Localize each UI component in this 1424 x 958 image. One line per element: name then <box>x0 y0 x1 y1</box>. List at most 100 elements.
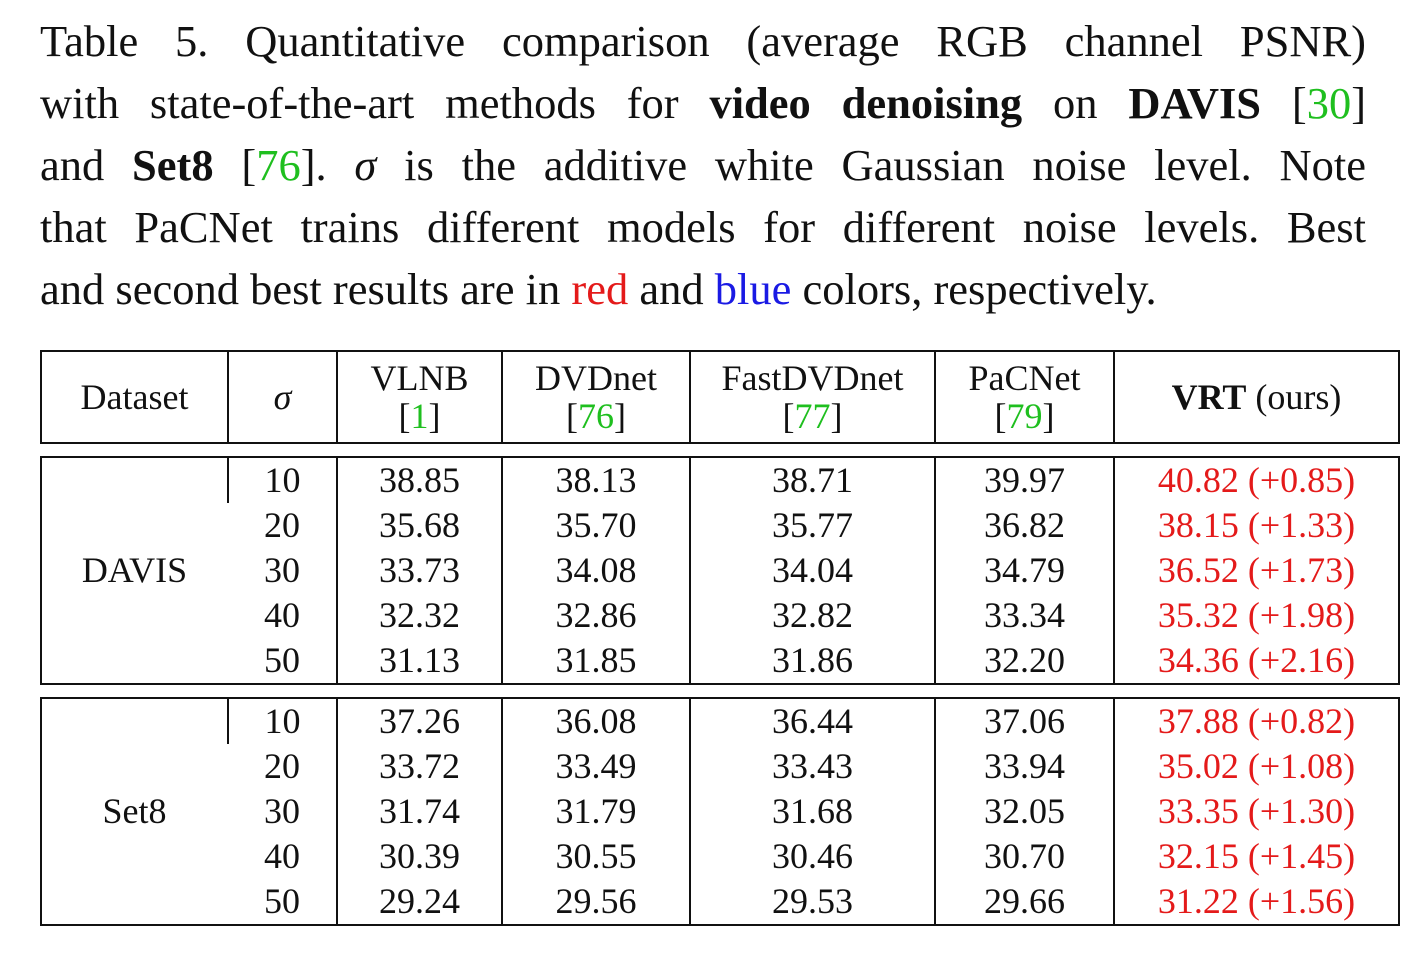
caption-text: [ <box>1261 78 1307 128</box>
sigma-symbol: σ <box>273 377 292 417</box>
sigma-cell: 10 <box>227 698 337 744</box>
header-sigma: σ <box>227 351 337 443</box>
psnr-cell-dvdnet: 31.85 <box>501 638 690 684</box>
bracket-open: [ <box>782 396 795 436</box>
psnr-cell-vrt: 35.02 (+1.08) <box>1113 744 1399 789</box>
caption-text: video denoising <box>709 78 1023 128</box>
psnr-cell-pacnet: 36.82 <box>934 503 1114 548</box>
method-name: FastDVDnet <box>721 358 904 398</box>
table-group-davis: DAVIS 10 38.85 38.13 38.71 39.97 40.82 (+0.85)… <box>40 456 1400 685</box>
citation-link[interactable]: 76 <box>578 396 614 436</box>
bracket-open: [ <box>566 396 578 436</box>
table-row: Set8 10 37.26 36.08 36.44 37.06 37.88 (+0.82) <box>41 698 1399 831</box>
caption-text: and <box>40 140 133 190</box>
dataset-label: DAVIS <box>81 550 188 590</box>
psnr-cell-dvdnet: 35.70 <box>501 503 690 548</box>
table-row: 30 33.73 34.08 34.04 34.79 36.52 (+1.73) <box>41 548 1399 593</box>
dataset-label: Set8 <box>102 791 167 831</box>
header-method-pacnet: PaCNet [79] <box>934 351 1114 443</box>
caption-text: with state-of-the-art methods for <box>40 78 710 128</box>
bracket-open: [ <box>398 396 411 436</box>
psnr-cell-vlnb: 33.73 <box>336 548 502 593</box>
table-row: DAVIS 10 38.85 38.13 38.71 39.97 40.82 (+0.85) <box>41 457 1399 590</box>
psnr-cell-pacnet: 33.94 <box>934 744 1114 789</box>
table-group-set8: Set8 10 37.26 36.08 36.44 37.06 37.88 (+0.82) 2… <box>40 697 1400 926</box>
psnr-cell-vlnb: 35.68 <box>336 503 502 548</box>
sigma-cell: 10 <box>227 457 337 503</box>
header-dataset: Dataset <box>80 377 189 417</box>
table-row: 30 31.74 31.79 31.68 32.05 33.35 (+1.30) <box>41 789 1399 834</box>
psnr-cell-dvdnet: 38.13 <box>501 457 690 503</box>
sigma-cell: 30 <box>264 791 300 831</box>
sigma-cell: 20 <box>264 746 300 786</box>
psnr-cell-vrt: 38.15 (+1.33) <box>1113 503 1399 548</box>
header-method-vrt: VRT (ours) <box>1113 351 1399 443</box>
psnr-cell-vrt: 36.52 (+1.73) <box>1113 548 1399 593</box>
ours-label: (ours) <box>1246 377 1342 417</box>
citation-link[interactable]: 77 <box>794 396 831 436</box>
header-method-vlnb: VLNB [1] <box>336 351 502 443</box>
psnr-cell-fastdvdnet: 38.71 <box>689 457 935 503</box>
bracket-close: ] <box>614 396 626 436</box>
psnr-cell-vlnb: 33.72 <box>336 744 502 789</box>
caption-text: and <box>628 264 715 314</box>
header-row: Dataset σ VLNB [1] DVDnet [76] FastDVDne… <box>41 351 1399 443</box>
caption-text: σ <box>354 140 377 190</box>
table-row: 40 30.39 30.55 30.46 30.70 32.15 (+1.45) <box>41 834 1399 879</box>
psnr-cell-pacnet: 29.66 <box>934 879 1114 925</box>
caption-text: Table 5. Quantitative comparison (averag… <box>40 16 1366 66</box>
psnr-cell-pacnet: 33.34 <box>934 593 1114 638</box>
psnr-cell-pacnet: 32.05 <box>934 789 1114 834</box>
psnr-cell-dvdnet: 31.79 <box>501 789 690 834</box>
caption-text: ]. <box>300 140 355 190</box>
caption-line: Table 5. Quantitative comparison (averag… <box>40 10 1366 72</box>
caption-line: that PaCNet trains different models for … <box>40 196 1366 258</box>
psnr-cell-dvdnet: 34.08 <box>501 548 690 593</box>
caption-text: [ <box>213 140 257 190</box>
psnr-cell-pacnet: 37.06 <box>934 698 1114 744</box>
caption-text: ] <box>1351 78 1367 128</box>
psnr-cell-vrt: 32.15 (+1.45) <box>1113 834 1399 879</box>
caption-text: that PaCNet trains different models for … <box>40 202 1366 252</box>
method-name: VLNB <box>370 358 469 398</box>
psnr-cell-vrt: 37.88 (+0.82) <box>1113 698 1399 744</box>
psnr-cell-pacnet: 32.20 <box>934 638 1114 684</box>
caption-text: and second best results are in <box>40 264 572 314</box>
method-name: PaCNet <box>968 358 1081 398</box>
sigma-cell: 40 <box>264 595 300 635</box>
caption-line: and Set8 [76]. σ is the additive white G… <box>40 134 1366 196</box>
sigma-cell: 50 <box>264 640 300 680</box>
table-row: 50 29.24 29.56 29.53 29.66 31.22 (+1.56) <box>41 879 1399 925</box>
psnr-cell-vrt: 35.32 (+1.98) <box>1113 593 1399 638</box>
psnr-cell-vlnb: 31.74 <box>336 789 502 834</box>
psnr-cell-pacnet: 30.70 <box>934 834 1114 879</box>
psnr-cell-fastdvdnet: 35.77 <box>689 503 935 548</box>
caption-text: blue <box>714 264 792 314</box>
method-name: DVDnet <box>535 358 657 398</box>
psnr-cell-dvdnet: 33.49 <box>501 744 690 789</box>
psnr-cell-vrt: 31.22 (+1.56) <box>1113 879 1399 925</box>
bracket-close: ] <box>428 396 441 436</box>
psnr-cell-vlnb: 37.26 <box>336 698 502 744</box>
citation-link[interactable]: 76 <box>256 140 301 190</box>
psnr-cell-vrt: 40.82 (+0.85) <box>1113 457 1399 503</box>
psnr-cell-fastdvdnet: 30.46 <box>689 834 935 879</box>
psnr-cell-dvdnet: 32.86 <box>501 593 690 638</box>
psnr-cell-fastdvdnet: 29.53 <box>689 879 935 925</box>
vrt-name: VRT <box>1171 377 1247 417</box>
caption-text: red <box>571 264 629 314</box>
psnr-cell-vlnb: 30.39 <box>336 834 502 879</box>
table-header: Dataset σ VLNB [1] DVDnet [76] FastDVDne… <box>40 350 1400 444</box>
caption-text: on <box>1022 78 1129 128</box>
psnr-cell-vlnb: 32.32 <box>336 593 502 638</box>
psnr-cell-vlnb: 38.85 <box>336 457 502 503</box>
citation-link[interactable]: 1 <box>410 396 429 436</box>
psnr-cell-fastdvdnet: 33.43 <box>689 744 935 789</box>
caption-text: is the additive white Gaussian noise lev… <box>376 140 1366 190</box>
citation-link[interactable]: 30 <box>1306 78 1352 128</box>
psnr-cell-vlnb: 31.13 <box>336 638 502 684</box>
citation-link[interactable]: 79 <box>1006 396 1043 436</box>
table-row: 20 33.72 33.49 33.43 33.94 35.02 (+1.08) <box>41 744 1399 789</box>
psnr-cell-dvdnet: 29.56 <box>501 879 690 925</box>
psnr-cell-vlnb: 29.24 <box>336 879 502 925</box>
